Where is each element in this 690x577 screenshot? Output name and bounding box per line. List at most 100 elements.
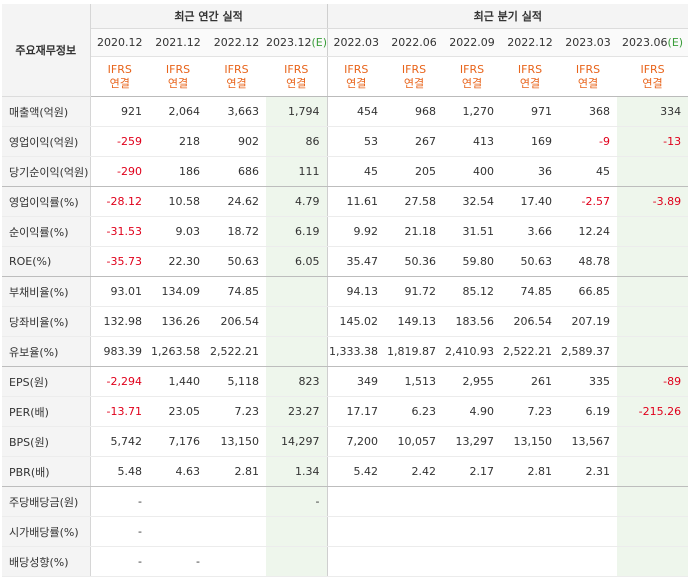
table-row: 배당성향(%) - -: [2, 546, 689, 577]
table-row: 당기순이익(억원) -290 186 686 111 45 205 400 36 45: [2, 156, 689, 187]
table-cell: [617, 216, 689, 247]
table-cell: [207, 486, 266, 517]
table-cell: 5.42: [327, 456, 386, 487]
ifrs-line1: IFRS: [165, 62, 191, 76]
period-header: 2020.12: [90, 28, 149, 57]
ifrs-line2: 연결: [461, 76, 483, 90]
ifrs-label: IFRS 연결: [327, 56, 386, 97]
table-cell: -13: [617, 126, 689, 157]
table-cell: 206.54: [501, 306, 560, 337]
table-cell: [617, 306, 689, 337]
table-cell: [266, 276, 328, 307]
table-cell: [559, 486, 618, 517]
table-cell: 1,270: [443, 96, 502, 127]
table-cell: -2.57: [559, 186, 618, 217]
table-cell: 2,522.21: [501, 336, 560, 367]
table-cell: 10.58: [149, 186, 207, 217]
ifrs-line2: 연결: [346, 76, 367, 90]
ifrs-line2: 연결: [109, 76, 130, 90]
table-row: 시가배당률(%) -: [2, 516, 689, 547]
table-cell: 35.47: [327, 246, 386, 277]
period-header: 2022.03: [327, 28, 386, 57]
table-cell: [617, 456, 689, 487]
table-cell: 23.05: [149, 396, 207, 427]
table-cell: 218: [149, 126, 207, 157]
ifrs-line1: IFRS: [401, 62, 427, 76]
table-cell: 9.92: [327, 216, 386, 247]
table-row: PBR(배) 5.48 4.63 2.81 1.34 5.42 2.42 2.17 2.81 2.…: [2, 456, 689, 487]
table-cell: 206.54: [207, 306, 266, 337]
table-cell: 983.39: [90, 336, 149, 367]
table-row: 주당배당금(원) - -: [2, 486, 689, 517]
table-cell: [617, 276, 689, 307]
row-label: ROE(%): [2, 246, 91, 277]
table-cell: [443, 486, 502, 517]
table-cell: -215.26: [617, 396, 689, 427]
row-label: PBR(배): [2, 456, 91, 487]
table-cell: 111: [266, 156, 328, 187]
table-cell: 454: [327, 96, 386, 127]
table-cell: 2,064: [149, 96, 207, 127]
row-label: 당좌비율(%): [2, 306, 91, 337]
table-cell: 1,263.58: [149, 336, 207, 367]
table-cell: [617, 246, 689, 277]
table-cell: 334: [617, 96, 689, 127]
table-row: 순이익률(%) -31.53 9.03 18.72 6.19 9.92 21.18 31.51…: [2, 216, 689, 247]
table-cell: [501, 546, 560, 577]
period-header: 2023.03: [559, 28, 618, 57]
ifrs-header-row: IFRS 연결 IFRS 연결 IFRS 연결 IFRS 연결 IFRS 연결 IFRS 연결 IFRS…: [2, 56, 689, 97]
table-cell: 971: [501, 96, 560, 127]
table-cell: [443, 546, 502, 577]
table-cell: 2,955: [443, 366, 502, 397]
table-cell: 21.18: [385, 216, 444, 247]
table-cell: 11.61: [327, 186, 386, 217]
table-cell: 7,176: [149, 426, 207, 457]
table-cell: -35.73: [90, 246, 149, 277]
ifrs-label: IFRS 연결: [207, 56, 266, 97]
table-cell: 400: [443, 156, 502, 187]
table-cell: 136.26: [149, 306, 207, 337]
table-cell: 335: [559, 366, 618, 397]
table-cell: [327, 516, 386, 547]
table-cell: 1,440: [149, 366, 207, 397]
table-cell: 2,410.93: [443, 336, 502, 367]
table-cell: 5,118: [207, 366, 266, 397]
table-cell: -28.12: [90, 186, 149, 217]
table-cell: 7,200: [327, 426, 386, 457]
table-cell: 10,057: [385, 426, 444, 457]
table-body: 매출액(억원) 921 2,064 3,663 1,794 454 968 1,270 971 3…: [2, 96, 689, 577]
period-header-estimate: 2023.06(E): [617, 28, 689, 57]
table-cell: -3.89: [617, 186, 689, 217]
table-cell: 5.48: [90, 456, 149, 487]
row-label: 주당배당금(원): [2, 486, 91, 517]
table-cell: [443, 516, 502, 547]
table-cell: 7.23: [501, 396, 560, 427]
table-row: EPS(원) -2,294 1,440 5,118 823 349 1,513 2,955 26…: [2, 366, 689, 397]
table-cell: 13,150: [501, 426, 560, 457]
ifrs-label: IFRS 연결: [266, 56, 328, 97]
table-row: 영업이익률(%) -28.12 10.58 24.62 4.79 11.61 27.58 32…: [2, 186, 689, 217]
table-cell: 86: [266, 126, 328, 157]
table-cell: 349: [327, 366, 386, 397]
table-cell: 32.54: [443, 186, 502, 217]
table-cell: 145.02: [327, 306, 386, 337]
table-cell: 686: [207, 156, 266, 187]
row-label: EPS(원): [2, 366, 91, 397]
table-cell: 7.23: [207, 396, 266, 427]
ifrs-label: IFRS 연결: [90, 56, 149, 97]
table-cell: [617, 486, 689, 517]
table-cell: [149, 516, 207, 547]
quarterly-group-header: 최근 분기 실적: [327, 4, 689, 29]
row-label: 배당성향(%): [2, 546, 91, 577]
table-cell: 13,297: [443, 426, 502, 457]
ifrs-label: IFRS 연결: [149, 56, 207, 97]
table-cell: 149.13: [385, 306, 444, 337]
table-row: 당좌비율(%) 132.98 136.26 206.54 145.02 149.13 183…: [2, 306, 689, 337]
table-cell: 4.79: [266, 186, 328, 217]
table-row: 영업이익(억원) -259 218 902 86 53 267 413 169 -9 -13: [2, 126, 689, 157]
group-header-row: 주요재무정보 최근 연간 실적 최근 분기 실적: [2, 4, 689, 97]
table-cell: 2.42: [385, 456, 444, 487]
table-cell: 4.90: [443, 396, 502, 427]
table-cell: [266, 516, 328, 547]
period-header: 2022.09: [443, 28, 502, 57]
